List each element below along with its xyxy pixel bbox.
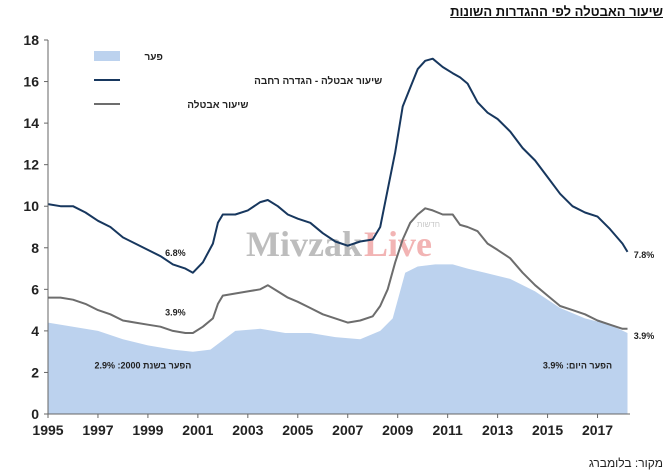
annotation-label: 3.9% xyxy=(165,307,186,317)
annotation-label: 7.8% xyxy=(634,250,655,260)
watermark-text-small: חדשות xyxy=(417,220,440,229)
series-unemployment-line xyxy=(48,207,628,334)
watermark-text-2: Live xyxy=(364,224,432,264)
legend-label: שיעור אבטלה xyxy=(187,99,248,111)
x-tick-label: 2017 xyxy=(582,422,613,438)
x-tick-label: 2001 xyxy=(182,422,213,438)
series-gap-area xyxy=(48,264,628,414)
y-tick-label: 14 xyxy=(23,115,39,131)
y-tick-label: 0 xyxy=(31,406,39,422)
x-tick-label: 2009 xyxy=(382,422,413,438)
x-tick-label: 2003 xyxy=(232,422,263,438)
annotation-label: 3.9% xyxy=(634,331,655,341)
page-title: שיעור האבטלה לפי ההגדרות השונות xyxy=(450,4,663,19)
y-tick-label: 4 xyxy=(31,323,39,339)
x-tick-label: 2007 xyxy=(332,422,363,438)
annotation-label: 6.8% xyxy=(165,248,186,258)
x-tick-label: 1997 xyxy=(82,422,113,438)
y-tick-label: 16 xyxy=(23,74,39,90)
y-tick-label: 2 xyxy=(31,364,39,380)
x-tick-label: 2013 xyxy=(482,422,513,438)
source-note: מקור: בלומברג xyxy=(588,456,663,470)
y-tick-label: 6 xyxy=(31,281,39,297)
annotations: 6.8% 3.9% הפער בשנת 2000: 2.9% הפער היום: 3… xyxy=(94,248,654,370)
y-tick-label: 10 xyxy=(23,198,39,214)
annotation-label: הפער היום: 3.9% xyxy=(543,360,612,370)
legend-label: שיעור אבטלה - הגדרה רחבה xyxy=(254,75,382,87)
axes: 0 2 4 6 8 10 12 14 16 18 1995 1997 1999 2001 2003 2005 2… xyxy=(23,32,630,438)
watermark: Mivzak Live חדשות xyxy=(246,220,440,264)
x-tick-label: 2015 xyxy=(532,422,563,438)
x-tick-label: 2011 xyxy=(432,422,463,438)
series-broad-unemployment-line xyxy=(47,57,629,274)
x-tick-label: 1995 xyxy=(32,422,63,438)
y-tick-label: 18 xyxy=(23,32,39,48)
legend-label: פער xyxy=(144,52,162,63)
x-tick-label: 2005 xyxy=(282,422,313,438)
x-tick-label: 1999 xyxy=(132,422,163,438)
annotation-label: הפער בשנת 2000: 2.9% xyxy=(94,360,191,370)
y-tick-label: 8 xyxy=(31,240,39,256)
y-tick-label: 12 xyxy=(23,157,39,173)
plot-area xyxy=(47,57,629,414)
legend-swatch-gap xyxy=(94,51,120,61)
unemployment-chart: Mivzak Live חדשות 0 2 4 6 8 10 12 14 16 18 1995 199… xyxy=(23,32,654,438)
legend: פער שיעור אבטלה - הגדרה רחבה שיעור אבטלה xyxy=(94,51,382,111)
